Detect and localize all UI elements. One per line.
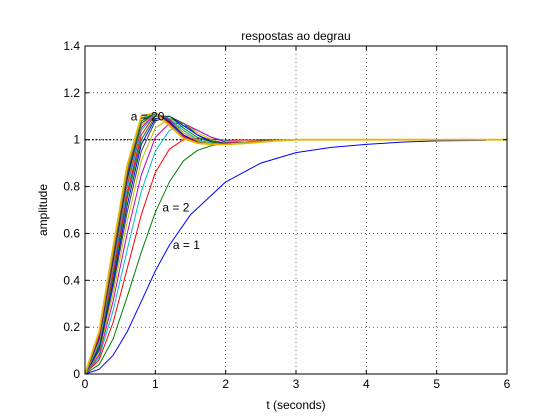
series-line-20 [84,111,507,375]
tick-labels: 0 1 2 3 4 5 6 0 0.2 0.4 0.6 0.8 1 1.2 1.4 [63,39,510,391]
y-tick-label: 0.8 [63,180,80,194]
y-tick-label: 0.4 [63,273,80,287]
chart-title: respostas ao degrau [241,29,350,43]
y-tick-label: 1.2 [63,86,80,100]
y-tick-label: 0.2 [63,320,80,334]
x-axis-label: t (seconds) [266,398,325,412]
y-axis-label: amplitude [36,184,50,236]
grid [85,46,507,374]
x-tick-label: 3 [293,377,300,391]
ticks [84,45,508,375]
x-tick-label: 0 [82,377,89,391]
y-tick-label: 0.6 [63,226,80,240]
x-tick-label: 1 [152,377,159,391]
annotation-label: a = 1 [173,238,200,252]
x-tick-label: 4 [363,377,370,391]
y-tick-label: 0 [73,367,80,381]
y-tick-label: 1 [73,133,80,147]
series-line-3 [84,138,508,375]
annotations: a = 1 a = 2 a = 20 [131,109,201,252]
annotation-label: a = 2 [162,201,189,215]
x-tick-label: 2 [222,377,229,391]
x-tick-label: 5 [433,377,440,391]
series-line-1 [84,139,486,375]
annotation-label: a = 20 [131,109,165,123]
y-tick-label: 1.4 [63,39,80,53]
x-tick-label: 6 [504,377,511,391]
series-group [84,111,508,375]
